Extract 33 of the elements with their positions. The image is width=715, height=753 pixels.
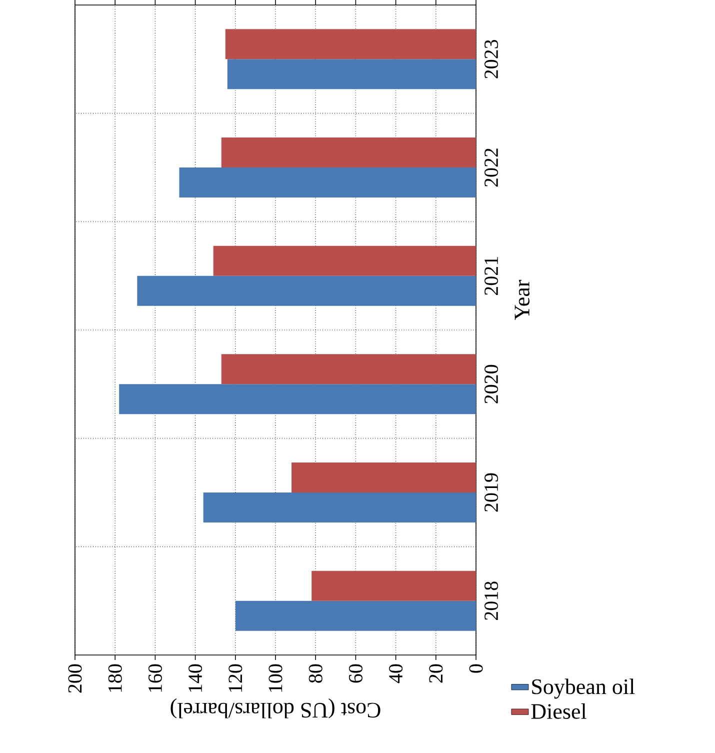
- legend-label: Diesel: [531, 703, 586, 719]
- x-tick-label: 160: [148, 664, 162, 692]
- x-tick-label: 0: [469, 664, 483, 673]
- bar: [227, 59, 476, 90]
- y-tick-label: 2022: [484, 148, 498, 187]
- x-tick-label: 80: [308, 664, 322, 683]
- bar: [137, 276, 476, 306]
- y-tick-label: 2020: [484, 364, 498, 404]
- bar: [213, 246, 476, 276]
- y-tick-label: 2021: [484, 257, 498, 295]
- bar: [235, 600, 476, 631]
- bar: [203, 492, 476, 522]
- y-tick-label: 2023: [484, 40, 498, 78]
- x-tick-label: 180: [108, 664, 122, 692]
- y-axis-title: Year: [514, 280, 530, 320]
- legend-label: Soybean oil: [532, 678, 635, 699]
- x-tick-label: 60: [348, 664, 362, 683]
- bar: [312, 570, 476, 601]
- x-tick-label: 20: [429, 664, 443, 683]
- y-tick-label: 2018: [484, 582, 498, 620]
- x-tick-label: 140: [188, 664, 202, 692]
- y-tick-label: 2019: [484, 473, 498, 512]
- bar: [179, 167, 476, 198]
- bar: [119, 384, 476, 414]
- bar: [292, 462, 476, 492]
- x-tick-label: 40: [389, 664, 403, 684]
- x-tick-label: 200: [68, 664, 82, 693]
- bar: [221, 354, 476, 384]
- bar: [221, 137, 476, 168]
- x-tick-label: 120: [228, 664, 242, 692]
- bar: [225, 29, 476, 60]
- x-axis-title: Cost (US dollars/barrel): [170, 698, 380, 718]
- x-tick-label: 100: [268, 664, 282, 692]
